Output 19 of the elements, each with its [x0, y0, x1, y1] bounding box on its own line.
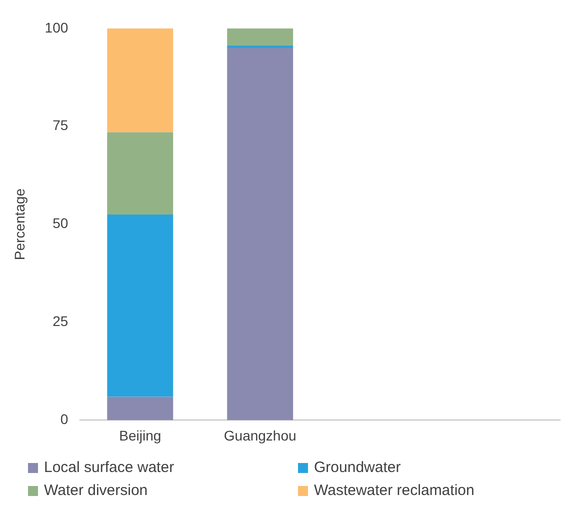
bar	[227, 48, 294, 420]
legend-label: Groundwater	[314, 459, 401, 476]
legend-label: Water diversion	[44, 482, 148, 499]
y-axis-title: Percentage	[11, 188, 28, 260]
legend-label: Wastewater reclamation	[314, 482, 474, 499]
y-tick-label: 50	[52, 215, 68, 232]
bar	[227, 28, 294, 46]
y-tick-label: 0	[60, 411, 68, 428]
y-tick-label: 25	[52, 313, 68, 330]
bar	[107, 396, 174, 420]
legend-label: Local surface water	[44, 459, 174, 476]
y-tick-label: 100	[44, 19, 68, 36]
bar	[107, 214, 174, 397]
bar	[107, 132, 174, 215]
bar	[107, 28, 174, 132]
x-tick-label: Guangzhou	[224, 427, 296, 444]
bar	[227, 45, 294, 48]
x-tick-label: Beijing	[119, 427, 162, 444]
y-tick-label: 75	[52, 117, 68, 134]
